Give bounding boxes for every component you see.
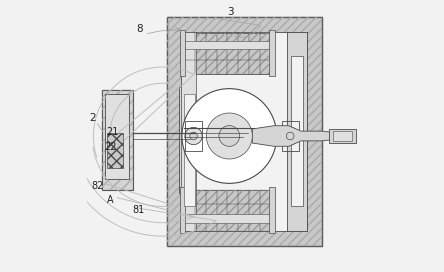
Bar	[180, 187, 186, 233]
Circle shape	[190, 132, 198, 140]
Bar	[102, 90, 133, 190]
Bar	[185, 121, 202, 151]
Bar	[291, 56, 303, 206]
Bar	[281, 121, 299, 151]
Text: A: A	[107, 195, 114, 205]
Text: 81: 81	[132, 205, 144, 215]
Bar	[223, 32, 255, 47]
Bar	[329, 129, 356, 143]
Bar	[287, 32, 307, 231]
Text: 3: 3	[227, 7, 234, 17]
Bar	[178, 87, 186, 193]
Bar	[180, 30, 186, 76]
Bar	[187, 216, 222, 231]
Bar	[166, 17, 322, 246]
Bar	[102, 90, 133, 190]
Bar	[107, 134, 123, 168]
Bar	[184, 190, 271, 231]
Text: 2: 2	[89, 113, 95, 123]
Bar	[270, 187, 275, 233]
Circle shape	[206, 113, 252, 159]
Bar	[184, 215, 271, 222]
Polygon shape	[252, 126, 330, 146]
Text: 8: 8	[136, 24, 143, 34]
Circle shape	[182, 89, 277, 183]
Circle shape	[219, 126, 240, 146]
Bar	[184, 94, 195, 206]
Bar	[182, 32, 307, 231]
Circle shape	[185, 127, 202, 145]
Bar	[184, 33, 271, 74]
Bar	[184, 190, 271, 231]
Text: 82: 82	[91, 181, 104, 191]
Bar	[166, 17, 322, 246]
Circle shape	[281, 127, 299, 145]
Bar	[182, 32, 196, 231]
Circle shape	[286, 132, 294, 140]
Bar	[184, 41, 271, 50]
Text: 21: 21	[106, 127, 119, 137]
Bar	[184, 33, 271, 74]
Bar	[333, 131, 352, 141]
Bar	[105, 94, 129, 179]
Text: 22: 22	[104, 142, 117, 152]
Bar	[270, 30, 275, 76]
